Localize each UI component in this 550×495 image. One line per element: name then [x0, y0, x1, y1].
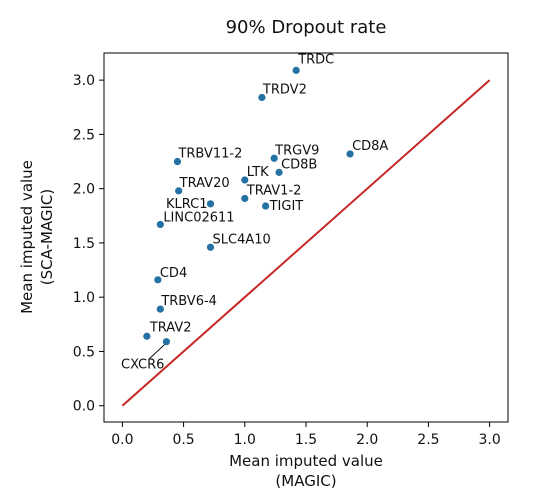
x-axis: 0.0 0.5 1.0 1.5 2.0 2.5 3.0 [111, 422, 501, 448]
point-trgv9 [270, 154, 278, 162]
point-label-cd8b: CD8B [281, 157, 317, 172]
x-tick-label: 1.5 [295, 432, 317, 448]
y-tick-label: 2.5 [73, 127, 95, 143]
point-trbv11-2 [173, 157, 182, 166]
point-trdc [292, 66, 300, 74]
point-slc4a10 [206, 243, 215, 251]
annotation-arrow-cxcr6 [149, 344, 165, 360]
point-cxcr6 [162, 338, 171, 346]
y-tick-label: 0.0 [73, 399, 95, 415]
point-trbv6-4 [156, 305, 164, 313]
point-label-trdv2: TRDV2 [262, 82, 307, 97]
x-tick-label: 3.0 [479, 432, 501, 448]
point-cd8b [275, 168, 283, 176]
x-axis-label-line-2: (MAGIC) [275, 472, 336, 490]
point-label-trdc: TRDC [297, 52, 334, 67]
plot-frame [103, 52, 509, 423]
point-cd4 [154, 276, 162, 284]
point-ltk [241, 176, 249, 184]
x-tick-label: 2.0 [356, 432, 378, 448]
plot-area: TRDC TRDV2 CD8A TRGV9 TRBV11-2 CD8B LTK TRAV20 T… [103, 52, 509, 423]
point-label-slc4a10: SLC4A10 [213, 232, 271, 247]
point-label-trbv6-4: TRBV6-4 [160, 294, 217, 309]
point-label-trav1-2: TRAV1-2 [246, 183, 302, 198]
point-trav20 [175, 187, 183, 195]
point-klrc1 [206, 200, 215, 208]
y-tick-label: 0.5 [73, 344, 95, 360]
point-label-trbv11-2: TRBV11-2 [177, 147, 242, 162]
point-label-cd4: CD4 [160, 266, 187, 281]
x-tick-label: 2.5 [417, 432, 439, 448]
x-tick-label: 1.0 [234, 432, 256, 448]
point-label-trav20: TRAV20 [179, 176, 230, 191]
reference-diagonal-line [121, 79, 491, 407]
data-points: TRDC TRDV2 CD8A TRGV9 TRBV11-2 CD8B LTK TRAV20 T… [121, 52, 388, 372]
point-label-cd8a: CD8A [352, 139, 388, 154]
point-label-ltk: LTK [247, 165, 269, 180]
y-tick-label: 1.5 [73, 236, 95, 252]
y-axis: 0.0 0.5 1.0 1.5 2.0 2.5 3.0 [73, 73, 104, 415]
y-tick-label: 3.0 [73, 73, 95, 89]
point-tigit [262, 202, 270, 210]
point-trdv2 [258, 93, 266, 102]
x-tick-label: 0.5 [172, 432, 194, 448]
chart-title: 90% Dropout rate [226, 17, 387, 38]
y-tick-label: 1.0 [73, 290, 95, 306]
point-label-klrc1: KLRC1 [166, 197, 208, 212]
point-label-linc02611: LINC02611 [163, 210, 234, 225]
y-axis-label-line-2: (SCA-MAGIC) [38, 189, 56, 286]
x-tick-label: 0.0 [111, 432, 133, 448]
point-cd8a [346, 150, 354, 158]
point-trav1-2 [241, 194, 249, 203]
x-axis-label-line-1: Mean imputed value [229, 452, 383, 470]
point-linc02611 [156, 220, 164, 229]
y-axis-label-line-1: Mean imputed value [18, 160, 36, 314]
point-label-trgv9: TRGV9 [274, 143, 319, 158]
y-tick-label: 2.0 [73, 182, 95, 198]
point-label-tigit: TIGIT [269, 199, 304, 214]
point-label-trav2: TRAV2 [149, 320, 192, 335]
point-trav2 [143, 332, 151, 340]
point-label-cxcr6: CXCR6 [121, 358, 164, 373]
